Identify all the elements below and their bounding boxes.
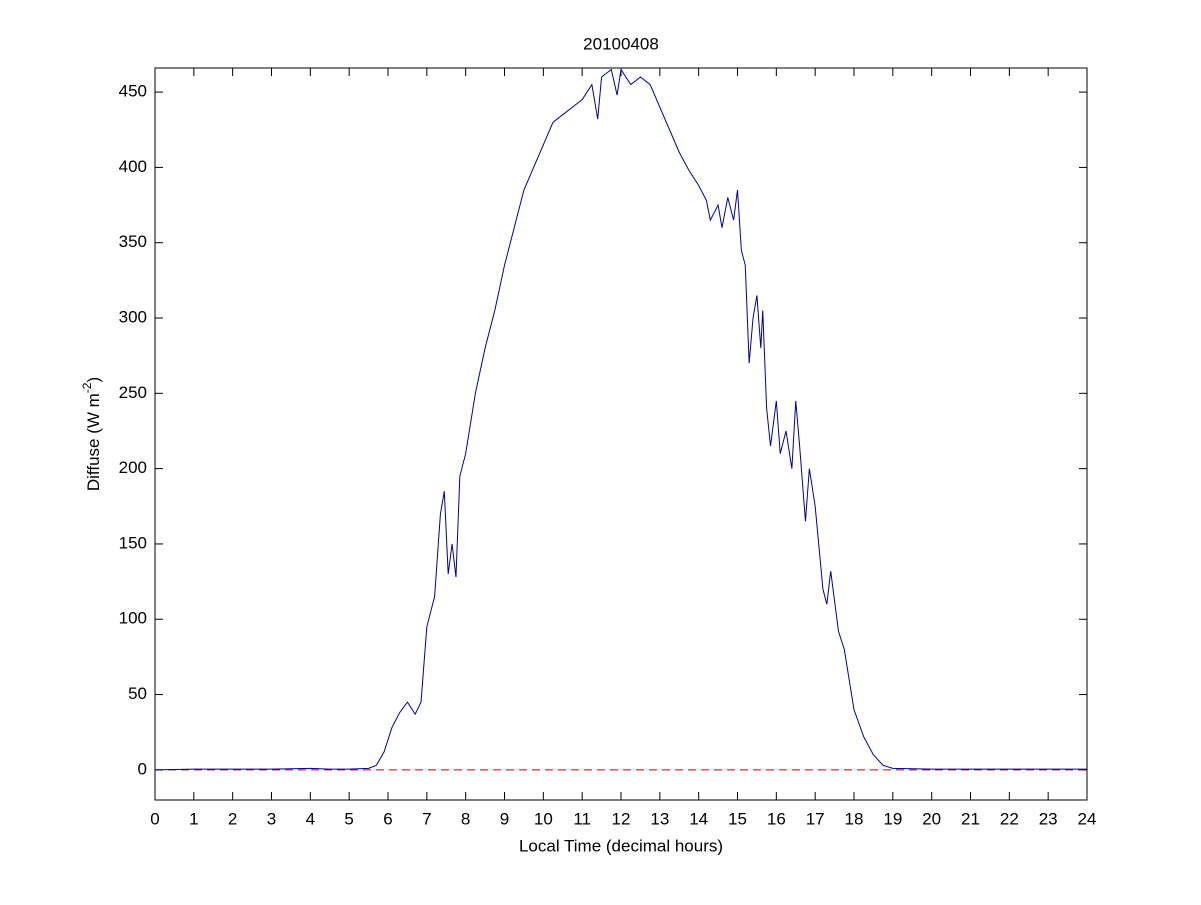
x-tick-label: 24	[1078, 809, 1097, 828]
data-line	[154, 68, 1087, 771]
y-tick-label: 400	[119, 157, 147, 176]
x-tick-label: 12	[612, 809, 631, 828]
y-label-sup: -2	[80, 382, 94, 393]
chart-title: 20100408	[583, 34, 659, 53]
x-tick-label: 7	[422, 809, 431, 828]
y-tick-label: 0	[138, 759, 147, 778]
y-tick-label: 250	[119, 383, 147, 402]
x-tick-label: 17	[806, 809, 825, 828]
x-axis-label: Local Time (decimal hours)	[519, 836, 723, 855]
x-tick-label: 20	[922, 809, 941, 828]
x-tick-label: 16	[767, 809, 786, 828]
x-tick-label: 8	[461, 809, 470, 828]
y-tick-label: 200	[119, 458, 147, 477]
x-tick-label: 19	[883, 809, 902, 828]
x-tick-label: 6	[383, 809, 392, 828]
x-tick-label: 4	[306, 809, 315, 828]
x-tick-label: 2	[228, 809, 237, 828]
x-tick-label: 3	[267, 809, 276, 828]
x-tick-label: 18	[845, 809, 864, 828]
x-tick-label: 11	[573, 809, 591, 828]
x-tick-label: 13	[650, 809, 669, 828]
x-tick-label: 22	[1000, 809, 1019, 828]
y-axis-label: Diffuse (W m-2)	[80, 377, 103, 491]
y-tick-label: 450	[119, 82, 147, 101]
y-tick-label: 350	[119, 232, 147, 251]
y-label-suffix: )	[84, 377, 103, 383]
x-tick-label: 15	[728, 809, 747, 828]
x-tick-label: 1	[189, 809, 198, 828]
x-tick-label: 5	[344, 809, 353, 828]
x-tick-label: 21	[961, 809, 980, 828]
x-tick-label: 9	[500, 809, 509, 828]
y-tick-label: 50	[128, 684, 147, 703]
x-tick-label: 14	[689, 809, 708, 828]
x-tick-label: 0	[150, 809, 159, 828]
x-tick-label: 10	[534, 809, 553, 828]
y-label-text: Diffuse (W m	[84, 393, 103, 491]
y-tick-label: 150	[119, 533, 147, 552]
y-tick-label: 300	[119, 308, 147, 327]
y-tick-label: 100	[119, 609, 147, 628]
x-tick-label: 23	[1039, 809, 1058, 828]
